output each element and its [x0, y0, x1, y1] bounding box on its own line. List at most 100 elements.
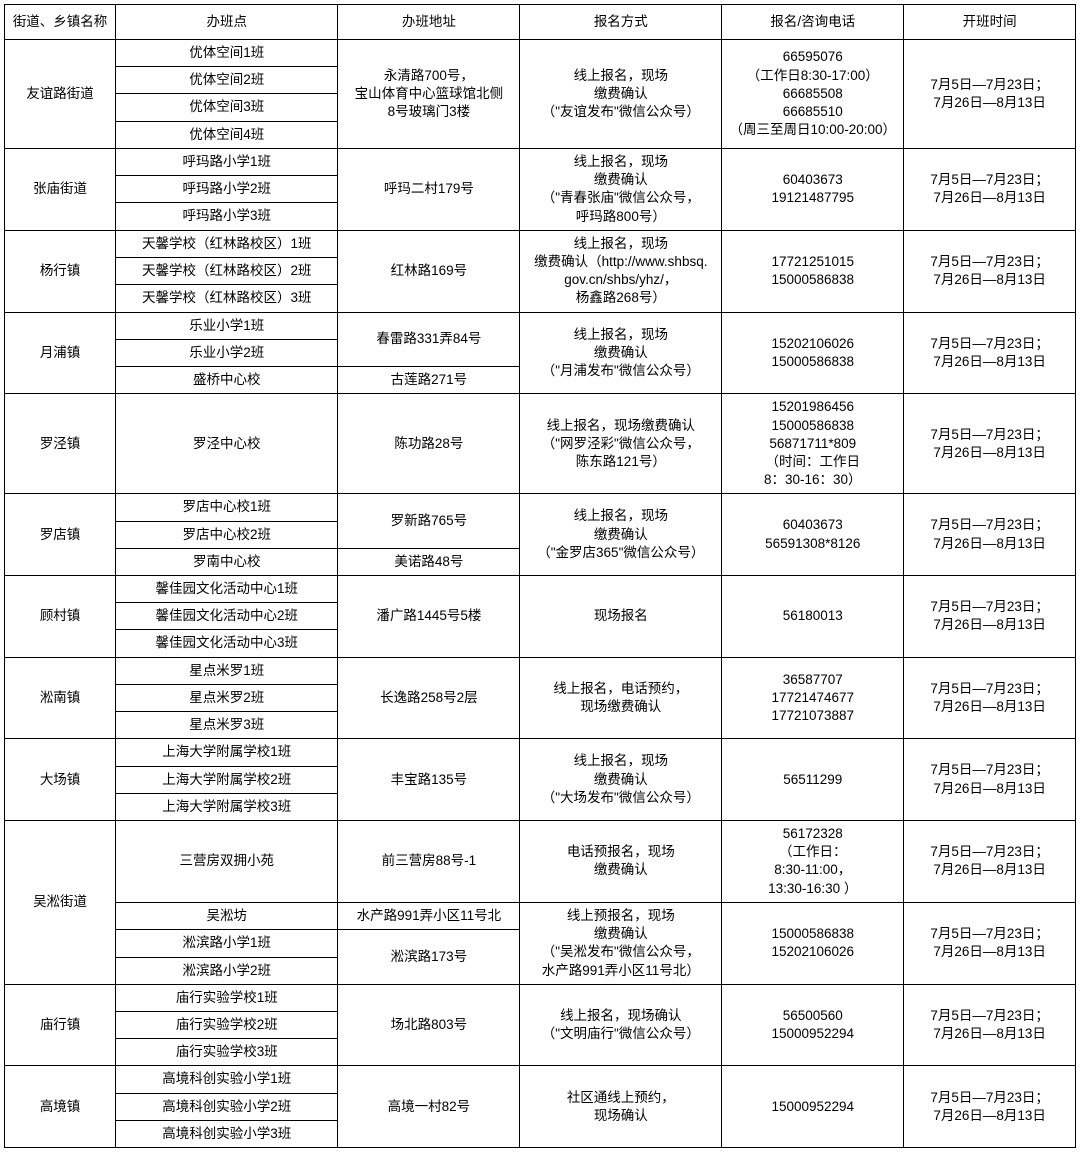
phone-cell: 6040367319121487795 — [722, 148, 904, 230]
address-cell: 红林路169号 — [338, 230, 520, 312]
class-cell: 呼玛路小学3班 — [116, 203, 338, 230]
table-row: 杨行镇天馨学校（红林路校区）1班红林路169号线上报名，现场缴费确认（http:… — [5, 230, 1076, 257]
time-cell: 7月5日—7月23日；7月26日—8月13日 — [904, 576, 1076, 658]
class-cell: 高境科创实验小学2班 — [116, 1093, 338, 1120]
class-cell: 呼玛路小学1班 — [116, 148, 338, 175]
address-cell: 罗新路765号 — [338, 494, 520, 548]
phone-cell: 66595076（工作日8:30-17:00）6668550866685510（… — [722, 40, 904, 149]
table-row: 吴淞街道三营房双拥小苑前三营房88号-1电话预报名，现场缴费确认56172328… — [5, 821, 1076, 903]
district-cell: 张庙街道 — [5, 148, 116, 230]
phone-cell: 56172328（工作日：8:30-11:00，13:30-16:30 ） — [722, 821, 904, 903]
class-cell: 上海大学附属学校2班 — [116, 766, 338, 793]
method-cell: 电话预报名，现场缴费确认 — [520, 821, 722, 903]
table-row: 吴淞坊水产路991弄小区11号北线上预报名，现场缴费确认（"吴淞发布"微信公众号… — [5, 902, 1076, 929]
address-cell: 古莲路271号 — [338, 367, 520, 394]
time-cell: 7月5日—7月23日；7月26日—8月13日 — [904, 312, 1076, 394]
col-header-2: 办班地址 — [338, 5, 520, 40]
phone-cell: 5650056015000952294 — [722, 984, 904, 1066]
phone-cell: 1520210602615000586838 — [722, 312, 904, 394]
method-cell: 线上报名，现场缴费确认（http://www.shbsq.gov.cn/shbs… — [520, 230, 722, 312]
address-cell: 长逸路258号2层 — [338, 657, 520, 739]
method-cell: 线上报名，现场缴费确认（"金罗店365"微信公众号） — [520, 494, 722, 576]
district-cell: 月浦镇 — [5, 312, 116, 394]
address-cell: 前三营房88号-1 — [338, 821, 520, 903]
district-cell: 杨行镇 — [5, 230, 116, 312]
district-cell: 大场镇 — [5, 739, 116, 821]
class-cell: 优体空间3班 — [116, 94, 338, 121]
class-cell: 天馨学校（红林路校区）1班 — [116, 230, 338, 257]
method-cell: 线上报名，现场缴费确认（"月浦发布"微信公众号） — [520, 312, 722, 394]
time-cell: 7月5日—7月23日；7月26日—8月13日 — [904, 902, 1076, 984]
class-cell: 星点米罗3班 — [116, 712, 338, 739]
method-cell: 社区通线上预约，现场确认 — [520, 1066, 722, 1148]
method-cell: 线上报名，现场缴费确认（"大场发布"微信公众号） — [520, 739, 722, 821]
class-cell: 星点米罗1班 — [116, 657, 338, 684]
class-cell: 三营房双拥小苑 — [116, 821, 338, 903]
address-cell: 潘广路1445号5楼 — [338, 576, 520, 658]
class-cell: 盛桥中心校 — [116, 367, 338, 394]
class-cell: 天馨学校（红林路校区）2班 — [116, 258, 338, 285]
table-row: 张庙街道呼玛路小学1班呼玛二村179号线上报名，现场缴费确认（"青春张庙"微信公… — [5, 148, 1076, 175]
phone-cell: 6040367356591308*8126 — [722, 494, 904, 576]
district-cell: 顾村镇 — [5, 576, 116, 658]
phone-cell: 365877071772147467717721073887 — [722, 657, 904, 739]
col-header-0: 街道、乡镇名称 — [5, 5, 116, 40]
class-cell: 淞滨路小学1班 — [116, 930, 338, 957]
class-cell: 罗南中心校 — [116, 548, 338, 575]
phone-cell: 1772125101515000586838 — [722, 230, 904, 312]
class-cell: 上海大学附属学校1班 — [116, 739, 338, 766]
district-cell: 友谊路街道 — [5, 40, 116, 149]
registration-table: 街道、乡镇名称办班点办班地址报名方式报名/咨询电话开班时间 友谊路街道优体空间1… — [4, 4, 1076, 1148]
address-cell: 呼玛二村179号 — [338, 148, 520, 230]
phone-cell: 152019864561500058683856871711*809（时间：工作… — [722, 394, 904, 494]
address-cell: 淞滨路173号 — [338, 930, 520, 985]
time-cell: 7月5日—7月23日；7月26日—8月13日 — [904, 40, 1076, 149]
district-cell: 高境镇 — [5, 1066, 116, 1148]
district-cell: 淞南镇 — [5, 657, 116, 739]
phone-cell: 15000952294 — [722, 1066, 904, 1148]
district-cell: 罗店镇 — [5, 494, 116, 576]
time-cell: 7月5日—7月23日；7月26日—8月13日 — [904, 739, 1076, 821]
district-cell: 吴淞街道 — [5, 821, 116, 985]
class-cell: 庙行实验学校3班 — [116, 1039, 338, 1066]
district-cell: 罗泾镇 — [5, 394, 116, 494]
class-cell: 馨佳园文化活动中心2班 — [116, 603, 338, 630]
class-cell: 乐业小学2班 — [116, 339, 338, 366]
method-cell: 线上预报名，现场缴费确认（"吴淞发布"微信公众号，水产路991弄小区11号北） — [520, 902, 722, 984]
class-cell: 优体空间4班 — [116, 121, 338, 148]
class-cell: 天馨学校（红林路校区）3班 — [116, 285, 338, 312]
class-cell: 罗店中心校1班 — [116, 494, 338, 521]
class-cell: 星点米罗2班 — [116, 684, 338, 711]
address-cell: 美诺路48号 — [338, 548, 520, 575]
method-cell: 线上报名，现场缴费确认（"友谊发布"微信公众号） — [520, 40, 722, 149]
class-cell: 高境科创实验小学3班 — [116, 1120, 338, 1147]
time-cell: 7月5日—7月23日；7月26日—8月13日 — [904, 230, 1076, 312]
time-cell: 7月5日—7月23日；7月26日—8月13日 — [904, 1066, 1076, 1148]
class-cell: 罗泾中心校 — [116, 394, 338, 494]
address-cell: 永清路700号，宝山体育中心篮球馆北侧8号玻璃门3楼 — [338, 40, 520, 149]
class-cell: 庙行实验学校1班 — [116, 984, 338, 1011]
class-cell: 吴淞坊 — [116, 902, 338, 929]
method-cell: 线上报名，现场缴费确认（"青春张庙"微信公众号，呼玛路800号） — [520, 148, 722, 230]
phone-cell: 56511299 — [722, 739, 904, 821]
class-cell: 优体空间1班 — [116, 40, 338, 67]
col-header-3: 报名方式 — [520, 5, 722, 40]
time-cell: 7月5日—7月23日；7月26日—8月13日 — [904, 984, 1076, 1066]
class-cell: 庙行实验学校2班 — [116, 1011, 338, 1038]
table-row: 罗店镇罗店中心校1班罗新路765号线上报名，现场缴费确认（"金罗店365"微信公… — [5, 494, 1076, 521]
time-cell: 7月5日—7月23日；7月26日—8月13日 — [904, 394, 1076, 494]
col-header-4: 报名/咨询电话 — [722, 5, 904, 40]
table-row: 顾村镇馨佳园文化活动中心1班潘广路1445号5楼现场报名561800137月5日… — [5, 576, 1076, 603]
time-cell: 7月5日—7月23日；7月26日—8月13日 — [904, 657, 1076, 739]
col-header-5: 开班时间 — [904, 5, 1076, 40]
col-header-1: 办班点 — [116, 5, 338, 40]
class-cell: 上海大学附属学校3班 — [116, 793, 338, 820]
address-cell: 丰宝路135号 — [338, 739, 520, 821]
table-row: 友谊路街道优体空间1班永清路700号，宝山体育中心篮球馆北侧8号玻璃门3楼线上报… — [5, 40, 1076, 67]
method-cell: 线上报名，现场缴费确认（"网罗泾彩"微信公众号，陈东路121号） — [520, 394, 722, 494]
table-row: 庙行镇庙行实验学校1班场北路803号线上报名，现场确认（"文明庙行"微信公众号）… — [5, 984, 1076, 1011]
method-cell: 线上报名，电话预约，现场缴费确认 — [520, 657, 722, 739]
table-row: 淞南镇星点米罗1班长逸路258号2层线上报名，电话预约，现场缴费确认365877… — [5, 657, 1076, 684]
class-cell: 优体空间2班 — [116, 67, 338, 94]
address-cell: 高境一村82号 — [338, 1066, 520, 1148]
